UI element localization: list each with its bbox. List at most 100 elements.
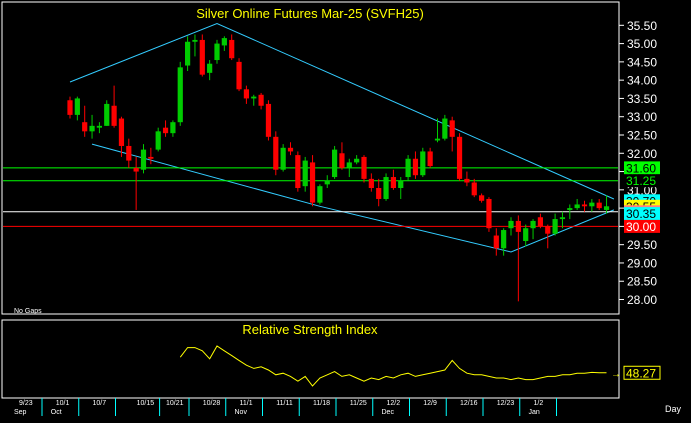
level-label-bg	[624, 161, 660, 175]
candle-body	[456, 136, 463, 179]
candle-body	[346, 162, 352, 168]
candle	[317, 184, 323, 205]
y-tick-label: 28.50	[627, 275, 657, 289]
candle-body	[486, 198, 492, 229]
candle	[162, 120, 169, 137]
rsi-arrow: →	[611, 369, 621, 380]
candle-body	[567, 208, 573, 210]
x-axis: 9/23 10/1 10/7 10/15 10/21 10/28 11/1 11/11 11/1…	[2, 397, 619, 416]
candle	[596, 198, 602, 210]
month-label: Nov	[235, 409, 248, 416]
x-tick-label: 12/2	[387, 400, 401, 407]
candle	[148, 147, 154, 165]
candle	[346, 158, 352, 178]
candle-body	[287, 147, 294, 152]
x-tick-label: 10/15	[137, 400, 155, 407]
candle	[383, 173, 389, 201]
candle	[324, 175, 330, 189]
y-tick-label: 35.00	[627, 37, 657, 51]
candle-body	[89, 125, 95, 132]
candle	[280, 144, 286, 172]
candle-body	[545, 226, 551, 234]
y-tick-label: 34.00	[627, 74, 657, 88]
level-label-31.60: 31.60	[624, 161, 660, 175]
candle	[214, 39, 220, 64]
candle	[376, 178, 382, 207]
y-tick-label: 32.50	[627, 128, 657, 142]
month-label: Jan	[529, 409, 540, 416]
x-tick-label: 9/23	[19, 400, 33, 407]
candle	[126, 138, 132, 168]
level-label-text: 30.35	[626, 207, 656, 221]
candle	[434, 118, 441, 143]
y-tick-label: 33.00	[627, 110, 657, 124]
candle	[243, 85, 249, 104]
level-label-bg	[624, 219, 660, 233]
candle	[236, 58, 242, 92]
candle-body	[207, 63, 213, 73]
candle-body	[596, 202, 602, 209]
candle-body	[214, 43, 220, 61]
candle-body	[420, 151, 426, 176]
candle	[309, 155, 316, 207]
month-label: Sep	[14, 409, 27, 416]
candle	[354, 155, 360, 165]
candle-body	[74, 98, 80, 115]
candle	[412, 151, 419, 179]
level-label-30.35: 30.35	[624, 207, 660, 221]
candle	[207, 60, 213, 81]
candle-body	[104, 103, 110, 126]
candle	[155, 127, 161, 152]
candle-body	[361, 156, 367, 179]
candle-body	[148, 156, 154, 159]
candle	[442, 114, 448, 141]
candle-body	[236, 61, 242, 90]
candle-body	[537, 217, 543, 227]
level-label-30.00: 30.00	[624, 219, 660, 234]
candle	[368, 173, 374, 192]
candle-body	[280, 147, 286, 170]
x-tick-label: 12/9	[423, 400, 437, 407]
candle-body	[265, 103, 272, 137]
candle-body	[559, 217, 566, 220]
candle-body	[258, 94, 264, 106]
y-tick-label: 34.50	[627, 55, 657, 69]
candle-body	[192, 39, 198, 42]
x-tick-label: 10/1	[56, 400, 70, 407]
y-tick-label: 33.50	[627, 92, 657, 106]
candle-body	[581, 204, 588, 207]
candle	[104, 100, 110, 126]
y-tick-label: 29.50	[627, 238, 657, 252]
y-tick-label: 28.00	[627, 293, 657, 307]
candle	[199, 34, 205, 77]
candle	[420, 147, 426, 178]
candle	[471, 178, 477, 198]
candle-body	[332, 149, 338, 178]
candle	[501, 228, 507, 256]
candle-body	[126, 145, 132, 161]
candle	[177, 61, 183, 126]
x-tick-label: 11/1	[240, 400, 253, 407]
candle-body	[574, 204, 580, 209]
candle-body	[603, 206, 610, 210]
candle-body	[464, 178, 470, 183]
month-label: Oct	[51, 409, 62, 416]
candle	[295, 151, 301, 192]
candle-body	[229, 39, 235, 59]
candle	[133, 156, 139, 210]
candle	[559, 211, 566, 229]
x-tick-label: 11/25	[350, 400, 367, 407]
trendline-2	[91, 143, 615, 253]
candle-body	[339, 153, 345, 168]
candle-body	[449, 120, 455, 137]
rsi-last-label: → 48.27	[611, 365, 661, 380]
candle	[67, 96, 73, 119]
x-tick-label: 12/16	[460, 400, 478, 407]
y-tick-label: 35.50	[627, 19, 657, 33]
candle	[405, 155, 411, 181]
trendlines	[69, 22, 615, 253]
candle	[603, 195, 610, 214]
candle	[523, 224, 529, 247]
